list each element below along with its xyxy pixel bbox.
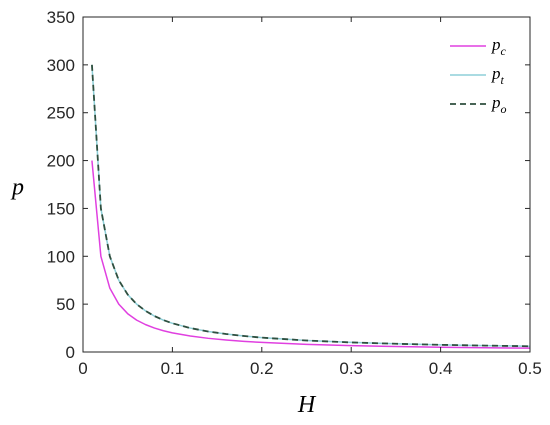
legend-label-c: pc bbox=[491, 35, 507, 58]
legend-label-t: pt bbox=[491, 64, 505, 87]
y-tick-label: 350 bbox=[47, 8, 75, 27]
y-tick-label: 50 bbox=[56, 295, 75, 314]
legend-label-o: po bbox=[491, 93, 507, 116]
x-tick-label: 0.2 bbox=[250, 359, 274, 378]
plot-area bbox=[83, 17, 530, 352]
y-tick-label: 100 bbox=[47, 247, 75, 266]
x-tick-label: 0.4 bbox=[429, 359, 453, 378]
y-tick-label: 250 bbox=[47, 104, 75, 123]
axis-layer: 0 0.1 0.2 0.3 0.4 0.5 0 50 100 150 200 250 300 350 bbox=[47, 8, 542, 378]
x-tick-label: 0 bbox=[78, 359, 87, 378]
series-layer bbox=[91, 64, 531, 349]
legend: pc pt po bbox=[450, 35, 507, 116]
series-line-o bbox=[91, 64, 531, 348]
series-line-c bbox=[91, 160, 531, 349]
y-tick-label: 200 bbox=[47, 152, 75, 171]
y-tick-label: 300 bbox=[47, 56, 75, 75]
x-tick-label: 0.1 bbox=[161, 359, 185, 378]
x-axis-title: H bbox=[297, 392, 317, 418]
y-tick-label: 0 bbox=[66, 343, 75, 362]
x-tick-label: 0.5 bbox=[518, 359, 542, 378]
y-tick-label: 150 bbox=[47, 199, 75, 218]
y-axis-title: p bbox=[10, 175, 24, 201]
axes-box bbox=[82, 16, 531, 353]
plot-background bbox=[83, 17, 530, 352]
x-tick-label: 0.3 bbox=[339, 359, 363, 378]
